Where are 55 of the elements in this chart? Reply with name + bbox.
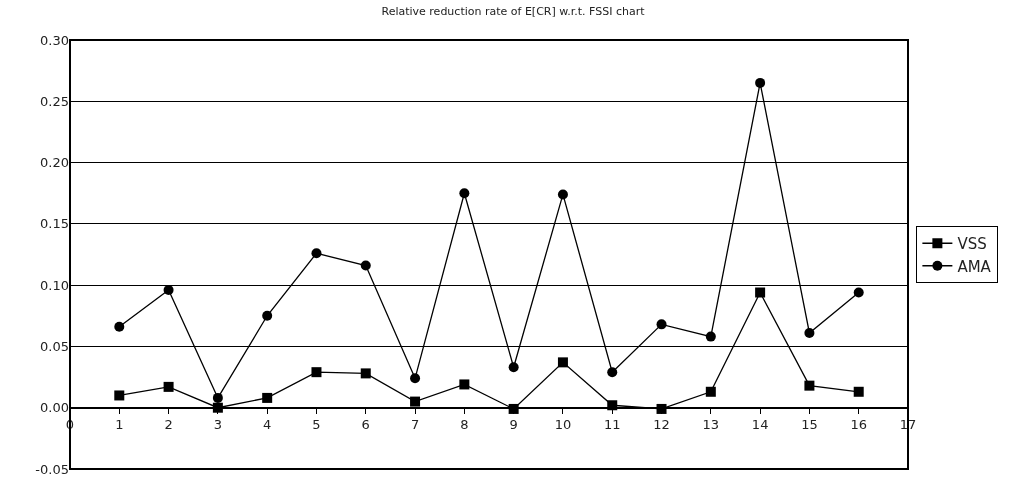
x-tick-label: 13 — [702, 417, 720, 433]
y-tick-label: 0.20 — [40, 155, 69, 171]
point — [459, 188, 470, 199]
point — [656, 319, 667, 330]
point — [755, 287, 766, 298]
y-tick-label: 0.25 — [40, 93, 69, 109]
point — [804, 380, 815, 391]
x-tick-label: 5 — [312, 417, 321, 433]
x-tick-label: 8 — [460, 417, 469, 433]
point — [853, 287, 864, 298]
x-tick-label: 14 — [751, 417, 769, 433]
point — [163, 381, 174, 392]
point — [557, 189, 568, 200]
y-tick-label: 0.15 — [40, 216, 69, 232]
point — [459, 379, 470, 390]
y-tick-label: -0.05 — [35, 461, 69, 477]
x-tick-label: 4 — [263, 417, 272, 433]
x-tick-label: 1 — [115, 417, 124, 433]
x-tick-label: 11 — [603, 417, 621, 433]
y-tick-label: 0.00 — [40, 400, 69, 416]
x-tick-label: 3 — [213, 417, 223, 433]
y-tick-label: 0.05 — [40, 338, 69, 354]
x-tick-label: 7 — [410, 417, 420, 433]
point — [804, 327, 815, 338]
y-tick-label: 0.10 — [40, 277, 69, 293]
legend-label: AMA — [957, 257, 992, 276]
point — [705, 386, 716, 397]
point — [262, 310, 273, 321]
point — [607, 367, 618, 378]
point — [755, 77, 766, 88]
point — [853, 386, 864, 397]
legend-label: VSS — [957, 235, 987, 254]
point — [114, 321, 125, 332]
x-tick-label: 15 — [801, 417, 818, 433]
chart-title: Relative reduction rate of E[CR] w.r.t. FSSI chart — [381, 4, 646, 18]
point — [262, 392, 273, 403]
point — [705, 331, 716, 342]
point — [311, 367, 322, 378]
x-tick-label: 9 — [509, 417, 518, 433]
x-tick-label: 16 — [850, 417, 867, 433]
point — [311, 248, 322, 259]
x-tick-label: 6 — [361, 417, 370, 433]
point — [114, 390, 125, 401]
point — [410, 396, 421, 407]
x-tick-label: 2 — [164, 417, 173, 433]
point — [557, 357, 568, 368]
x-tick-label: 12 — [653, 417, 670, 433]
x-tick-label: 10 — [554, 417, 572, 433]
point — [212, 392, 223, 403]
point — [163, 285, 174, 296]
point — [508, 362, 519, 373]
y-tick-label: 0.30 — [40, 32, 69, 48]
point — [360, 368, 371, 379]
point — [410, 373, 421, 384]
point — [360, 260, 371, 271]
